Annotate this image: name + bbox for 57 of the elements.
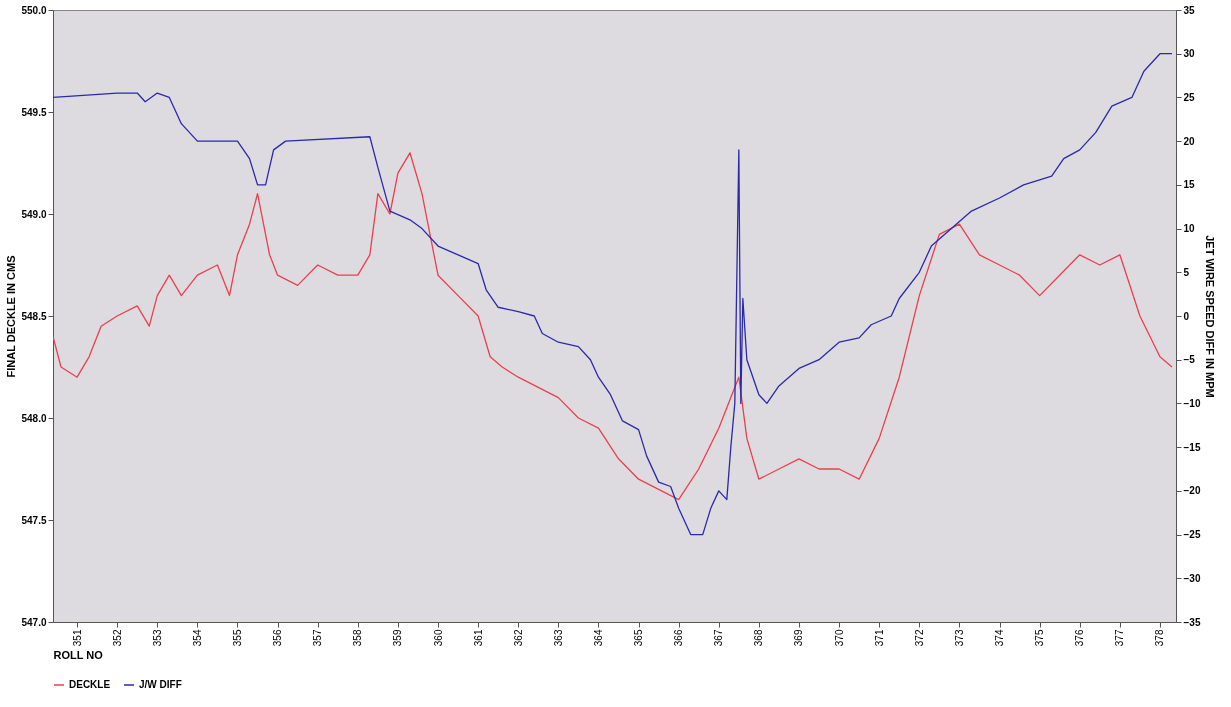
x-tick-label: 352 (111, 629, 123, 647)
x-axis-title: ROLL NO (53, 649, 104, 662)
legend-label: DECKLE (69, 679, 111, 690)
x-tick-label: 376 (1074, 629, 1086, 647)
line-series (53, 53, 1173, 536)
x-tick-label: 354 (191, 629, 203, 647)
x-tick-label: 353 (151, 629, 163, 647)
x-tick-label: 364 (592, 629, 604, 647)
y-tick-label: 549.5 (21, 106, 47, 118)
x-tick-label: 361 (472, 629, 484, 647)
x-tick-label: 356 (272, 629, 284, 647)
legend-label: J/W DIFF (139, 679, 182, 690)
x-tick-label: 378 (1154, 629, 1166, 647)
y2-tick-label: −10 (1183, 397, 1201, 409)
y-tick-label: 548.5 (21, 310, 47, 322)
y2-tick-label: 35 (1183, 4, 1196, 16)
x-tick-label: 370 (833, 629, 845, 647)
y2-tick-label: −5 (1183, 354, 1196, 366)
x-tick-label: 355 (231, 629, 243, 647)
x-tick-label: 351 (71, 629, 83, 647)
y2-tick-label: 30 (1183, 48, 1196, 60)
y2-tick-label: 10 (1183, 223, 1196, 235)
x-tick-label: 357 (312, 629, 324, 647)
x-tick-label: 360 (432, 629, 444, 647)
y-axis-title: FINAL DECKLE IN CMS (5, 255, 18, 378)
y2-tick-label: −35 (1183, 616, 1201, 628)
y2-tick-label: −20 (1183, 485, 1201, 497)
x-tick-label: 374 (994, 629, 1006, 647)
y2-tick-label: 20 (1183, 135, 1196, 147)
y2-tick-label: 5 (1183, 266, 1190, 278)
y2-tick-label: −30 (1183, 572, 1201, 584)
x-tick-label: 371 (873, 629, 885, 647)
y-tick-label: 548.0 (21, 412, 47, 424)
y2-tick-label: 25 (1183, 91, 1196, 103)
x-tick-label: 365 (633, 629, 645, 647)
y2-tick-label: −15 (1183, 441, 1201, 453)
x-tick-label: 375 (1034, 629, 1046, 647)
x-tick-label: 372 (913, 629, 925, 647)
y2-tick-label: 15 (1183, 179, 1196, 191)
x-tick-label: 359 (392, 629, 404, 647)
y-tick-label: 547.5 (21, 514, 47, 526)
y-tick-label: 547.0 (21, 616, 47, 628)
y2-tick-label: −25 (1183, 529, 1201, 541)
x-tick-label: 366 (673, 629, 685, 647)
y2-tick-label: 0 (1183, 310, 1190, 322)
x-tick-label: 363 (552, 629, 564, 647)
y-tick-label: 549.0 (21, 208, 47, 220)
x-tick-label: 358 (352, 629, 364, 647)
y-tick-label: 550.0 (21, 4, 47, 16)
x-tick-label: 368 (753, 629, 765, 647)
x-tick-label: 362 (512, 629, 524, 647)
x-tick-label: 373 (953, 629, 965, 647)
x-tick-label: 377 (1114, 629, 1126, 647)
line-series (53, 152, 1173, 501)
y2-axis-title: JET WIRE SPEED DIFF IN MPM (1204, 235, 1217, 398)
x-tick-label: 367 (713, 629, 725, 647)
x-tick-label: 369 (793, 629, 805, 647)
